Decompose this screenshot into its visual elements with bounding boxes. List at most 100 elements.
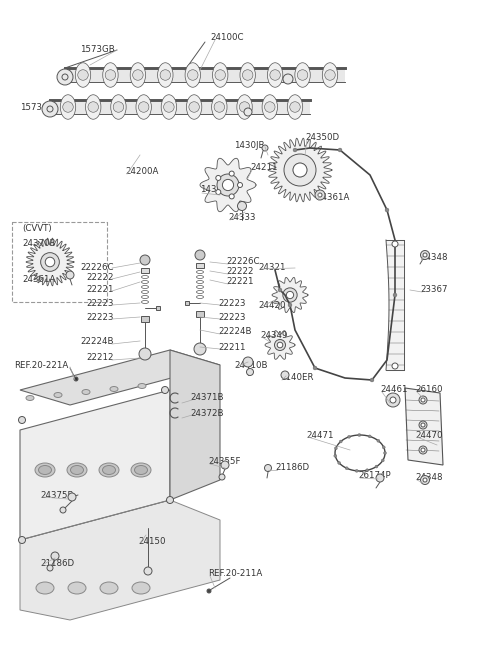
Circle shape [217,174,239,196]
Circle shape [420,251,430,260]
Text: 24410B: 24410B [234,360,267,369]
Text: 24211: 24211 [250,163,277,173]
Text: 24361A: 24361A [22,276,55,284]
Ellipse shape [111,95,126,119]
Polygon shape [26,238,74,286]
Circle shape [222,179,234,190]
Ellipse shape [67,463,87,477]
Ellipse shape [215,70,226,80]
Polygon shape [405,388,443,465]
Ellipse shape [213,63,228,87]
Circle shape [293,163,307,176]
Circle shape [264,465,272,471]
Circle shape [281,371,289,379]
Text: 24471: 24471 [306,430,334,440]
Circle shape [195,250,205,260]
Text: 24348: 24348 [420,254,447,262]
Ellipse shape [262,95,277,119]
Ellipse shape [185,63,201,87]
Polygon shape [265,330,295,360]
Text: 24100C: 24100C [210,34,243,42]
Ellipse shape [290,102,300,112]
Text: 22222: 22222 [86,274,114,282]
Ellipse shape [78,70,88,80]
Bar [196,263,204,268]
Circle shape [167,496,173,504]
Circle shape [358,434,361,436]
Ellipse shape [105,70,116,80]
Ellipse shape [212,95,227,119]
Circle shape [419,421,427,429]
Circle shape [68,493,76,501]
Circle shape [161,387,168,393]
Ellipse shape [103,63,118,87]
Circle shape [382,446,385,449]
Ellipse shape [38,465,51,475]
Text: 24348: 24348 [415,473,443,483]
Circle shape [284,154,316,186]
Circle shape [47,106,53,112]
Circle shape [216,190,221,194]
Ellipse shape [85,95,101,119]
Circle shape [140,255,150,265]
Ellipse shape [134,465,147,475]
Circle shape [423,478,427,482]
Circle shape [221,461,229,469]
Ellipse shape [188,70,198,80]
Text: REF.20-211A: REF.20-211A [208,570,262,578]
Ellipse shape [103,465,116,475]
Circle shape [144,567,152,575]
Ellipse shape [242,70,253,80]
Ellipse shape [54,393,62,397]
Text: 24361A: 24361A [316,194,349,202]
Ellipse shape [88,102,98,112]
Text: 24372B: 24372B [190,408,224,418]
Ellipse shape [99,463,119,477]
Text: 24350D: 24350D [305,134,339,143]
Circle shape [421,448,425,452]
Circle shape [42,101,58,117]
Circle shape [41,253,60,272]
Circle shape [207,589,211,593]
Circle shape [421,398,425,402]
Text: 22222: 22222 [226,268,253,276]
Polygon shape [20,350,220,405]
Ellipse shape [36,582,54,594]
Circle shape [384,451,386,455]
Polygon shape [268,138,332,202]
Circle shape [283,288,297,302]
Circle shape [19,416,25,424]
Text: 22223: 22223 [86,313,114,321]
Text: 1573GB: 1573GB [80,46,115,54]
Text: 24333: 24333 [228,214,255,223]
Text: 24375B: 24375B [40,490,73,500]
Text: 26160: 26160 [415,385,443,395]
Bar [185,301,189,305]
Circle shape [370,378,374,382]
Circle shape [287,157,313,183]
Circle shape [386,393,400,407]
Text: 21186D: 21186D [40,559,74,568]
Circle shape [229,194,234,199]
Ellipse shape [288,95,303,119]
Polygon shape [20,390,170,540]
Text: 1573GB: 1573GB [20,104,55,112]
Text: 21186D: 21186D [275,463,309,473]
Bar [196,311,204,317]
Text: 1430JB: 1430JB [200,186,230,194]
Text: 24150: 24150 [138,537,166,545]
Ellipse shape [132,582,150,594]
Text: 24349: 24349 [260,330,288,340]
Text: (CVVT): (CVVT) [22,223,52,233]
Ellipse shape [164,102,174,112]
Circle shape [421,423,425,427]
Circle shape [139,348,151,360]
Circle shape [243,357,253,367]
Ellipse shape [240,102,250,112]
Ellipse shape [270,70,280,80]
Circle shape [381,459,384,462]
Text: 22223: 22223 [218,313,245,321]
Circle shape [51,552,59,560]
Circle shape [216,175,221,180]
Circle shape [339,440,342,443]
